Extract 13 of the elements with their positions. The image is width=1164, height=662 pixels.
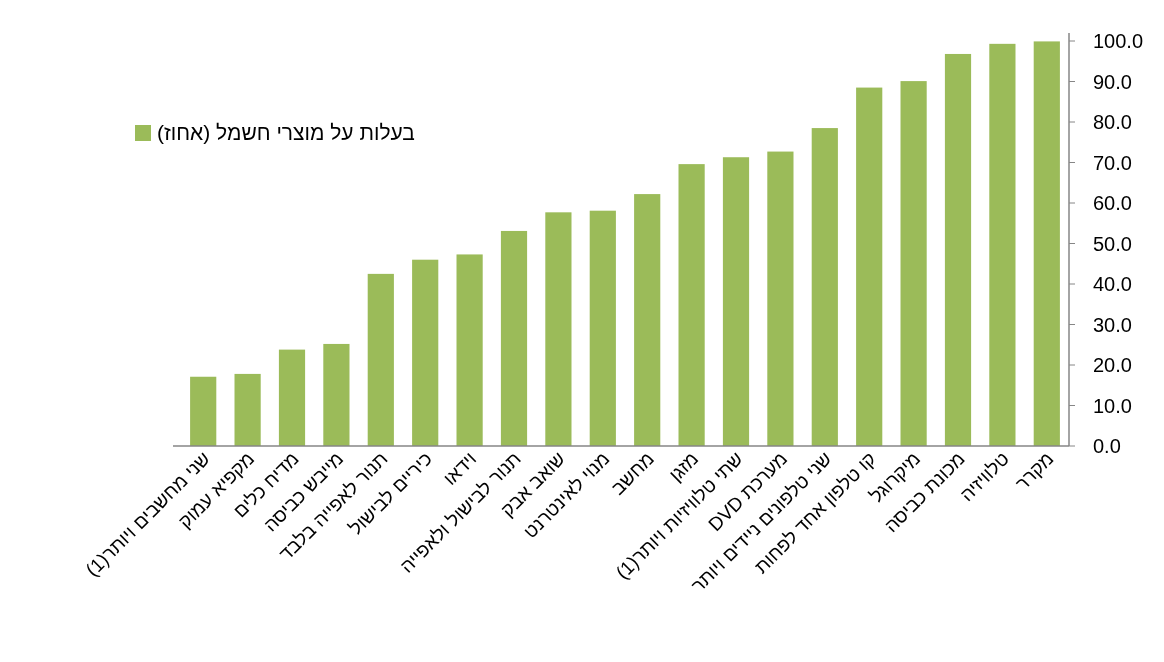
y-tick-label: 50.0 (1093, 232, 1132, 255)
y-tick-label: 60.0 (1093, 192, 1132, 214)
y-tick-label: 100.0 (1093, 30, 1144, 52)
y-tick-label: 30.0 (1093, 313, 1132, 336)
y-tick-label: 80.0 (1093, 111, 1132, 133)
x-tick-label: מקרר (1011, 447, 1058, 495)
y-tick-label: 70.0 (1093, 151, 1132, 174)
y-tick-label: 90.0 (1093, 70, 1132, 93)
y-tick-label: 0.0 (1093, 435, 1121, 457)
legend-label: בעלות על מוצרי חשמל (אחוז) (157, 121, 415, 144)
y-tick-label: 10.0 (1093, 394, 1132, 417)
y-tick-label: 40.0 (1093, 273, 1132, 295)
y-tick-label: 20.0 (1093, 354, 1132, 376)
